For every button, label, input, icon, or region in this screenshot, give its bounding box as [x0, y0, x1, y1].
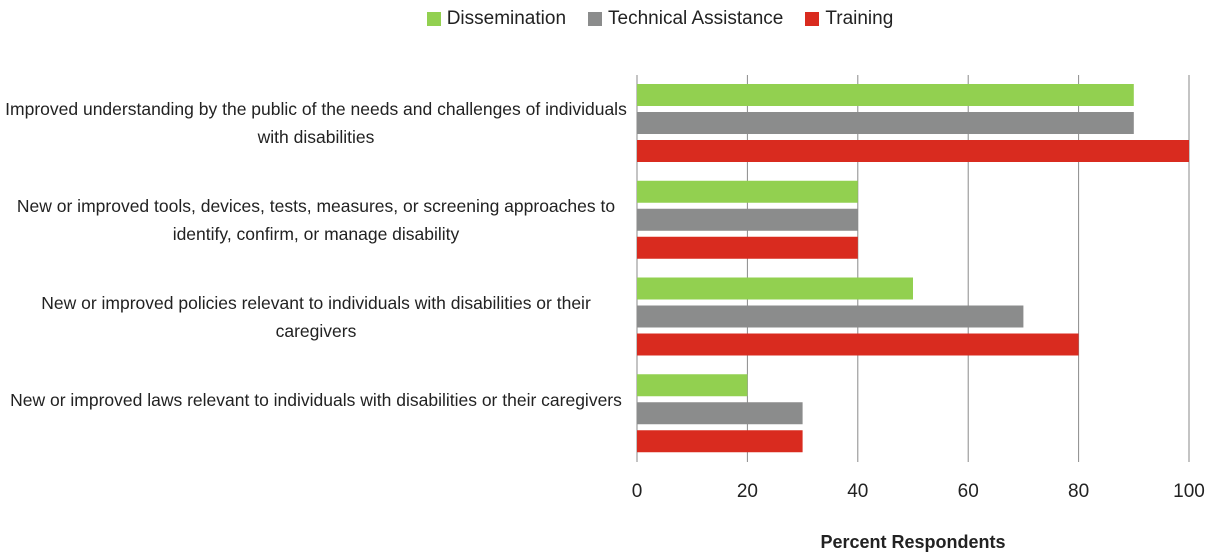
legend-swatch: [426, 12, 441, 26]
category-label: New or improved policies relevant to ind…: [41, 292, 591, 341]
bar: [637, 180, 858, 203]
bar: [637, 208, 858, 231]
legend-label: Dissemination: [446, 8, 567, 29]
category-label: New or improved tools, devices, tests, m…: [16, 196, 616, 245]
legend-label: Training: [825, 8, 894, 29]
x-tick-label: 100: [1173, 481, 1205, 502]
bar: [637, 430, 803, 453]
bar: [637, 402, 803, 425]
bar: [637, 374, 748, 397]
legend-item: Dissemination: [426, 8, 567, 30]
bar: [637, 277, 913, 300]
legend: Dissemination Technical Assistance Trainin…: [330, 8, 990, 30]
bar: [637, 333, 1079, 356]
category-label: New or improved laws relevant to individ…: [10, 389, 622, 410]
x-tick-label: 60: [958, 481, 979, 502]
bar: [637, 140, 1189, 162]
legend-item: Training: [805, 8, 893, 30]
x-tick-label: 0: [632, 481, 643, 502]
x-tick-label: 40: [847, 481, 868, 502]
legend-swatch: [588, 12, 603, 26]
x-tick-label: 20: [737, 481, 758, 502]
legend-label: Technical Assistance: [608, 8, 784, 29]
legend-item: Technical Assistance: [588, 8, 783, 30]
bar: [637, 112, 1134, 134]
legend-swatch: [805, 12, 820, 26]
bar: [637, 305, 1024, 328]
x-tick-label: 80: [1068, 481, 1089, 502]
bar: [637, 236, 858, 259]
category-label: Improved understanding by the public of …: [5, 99, 627, 148]
x-axis-label: Percent Respondents: [820, 532, 1005, 552]
bar: [637, 84, 1134, 106]
